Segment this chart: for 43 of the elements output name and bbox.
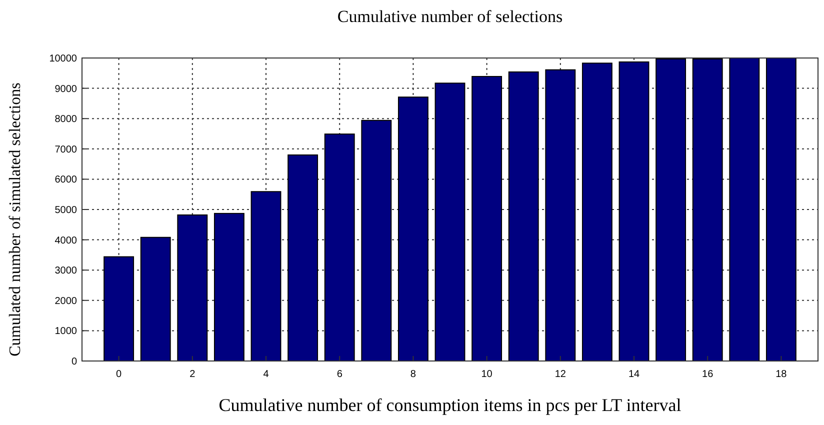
bar (140, 236, 171, 362)
bar (582, 62, 612, 362)
x-tick-label: 4 (263, 369, 270, 380)
y-tick-label: 9000 (54, 84, 78, 95)
x-tick-label: 12 (554, 369, 566, 380)
y-tick-label: 0 (71, 356, 78, 368)
y-axis-title: Cumulated number of simulated selections (7, 82, 24, 356)
x-tick-label: 0 (116, 369, 122, 380)
bar (250, 191, 282, 362)
x-tick-label: 8 (410, 369, 416, 380)
y-tick-label: 1000 (54, 326, 78, 338)
y-tick-label: 4000 (54, 235, 78, 246)
y-tick-label: 7000 (54, 144, 78, 156)
bar (472, 76, 502, 362)
bar (434, 82, 466, 362)
y-tick-label: 5000 (54, 205, 78, 216)
chart-title: Cumulative number of selections (337, 7, 563, 26)
bar (508, 71, 539, 362)
x-axis-title: Cumulative number of consumption items in pcs per LT interval (218, 395, 682, 415)
x-tick-label: 2 (190, 369, 196, 380)
y-tick-label: 8000 (54, 114, 78, 126)
y-tick-label: 3000 (54, 266, 78, 277)
y-tick-label: 6000 (54, 174, 78, 186)
bar (177, 214, 208, 362)
x-tick-label: 10 (481, 369, 493, 380)
bar (398, 96, 428, 362)
bar (766, 58, 796, 362)
x-tick-label: 16 (702, 369, 714, 380)
bar (729, 58, 760, 362)
bar (104, 256, 134, 362)
x-tick-label: 14 (628, 369, 640, 380)
bar (545, 69, 576, 362)
x-tick-label: 6 (336, 369, 343, 380)
bar (214, 212, 244, 362)
y-tick-label: 10000 (49, 54, 78, 64)
bar (656, 58, 686, 362)
bar (692, 58, 723, 362)
bar (288, 154, 318, 362)
bar (324, 134, 355, 362)
y-tick-label: 2000 (54, 296, 78, 307)
bar (618, 61, 650, 362)
bar (361, 120, 392, 362)
x-tick-label: 18 (776, 369, 788, 380)
